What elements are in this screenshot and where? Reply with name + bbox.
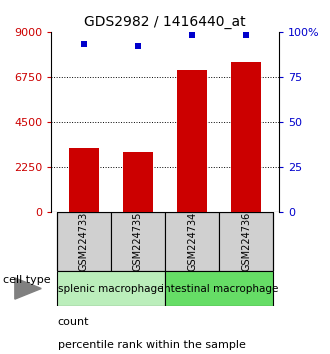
Text: GSM224734: GSM224734 <box>187 212 197 271</box>
Point <box>81 42 86 47</box>
Bar <box>177 70 207 212</box>
Text: percentile rank within the sample: percentile rank within the sample <box>58 340 246 350</box>
FancyBboxPatch shape <box>165 212 219 271</box>
FancyBboxPatch shape <box>165 271 274 306</box>
Point <box>135 44 141 49</box>
FancyBboxPatch shape <box>219 212 274 271</box>
Text: splenic macrophage: splenic macrophage <box>58 284 164 293</box>
Text: GSM224736: GSM224736 <box>241 212 251 271</box>
Point <box>189 33 195 38</box>
Point <box>244 33 249 38</box>
FancyBboxPatch shape <box>111 212 165 271</box>
Text: GSM224735: GSM224735 <box>133 212 143 271</box>
Bar <box>231 62 261 212</box>
FancyBboxPatch shape <box>56 212 111 271</box>
Text: GSM224733: GSM224733 <box>79 212 89 271</box>
Bar <box>123 152 153 212</box>
Text: count: count <box>58 317 89 327</box>
Bar <box>69 148 99 212</box>
FancyBboxPatch shape <box>56 271 165 306</box>
Text: cell type: cell type <box>3 275 51 285</box>
Title: GDS2982 / 1416440_at: GDS2982 / 1416440_at <box>84 16 246 29</box>
Polygon shape <box>15 278 41 299</box>
Text: intestinal macrophage: intestinal macrophage <box>160 284 278 293</box>
